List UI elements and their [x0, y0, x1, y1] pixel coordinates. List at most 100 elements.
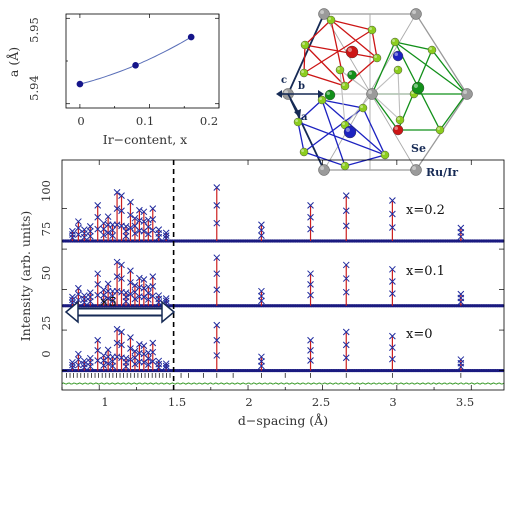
- low-d-peak-observed: [127, 279, 134, 286]
- low-d-peak-observed: [86, 223, 94, 230]
- low-d-peak-observed: [131, 360, 139, 368]
- red-center-atom: [345, 45, 359, 59]
- inset-data-point: [132, 61, 139, 69]
- ru-ir-atom: [410, 164, 422, 176]
- se-atom: [393, 65, 403, 75]
- low-d-peak-observed: [127, 198, 134, 206]
- low-d-peak-observed: [149, 273, 157, 280]
- low-d-peak-observed: [75, 356, 82, 363]
- low-d-peak-observed: [69, 293, 76, 301]
- low-d-peak-observed: [155, 226, 163, 234]
- peak-observed: [342, 261, 350, 269]
- peak-observed: [389, 224, 396, 231]
- se-atom-highlight: [382, 152, 385, 156]
- low-d-peak-observed: [122, 227, 130, 235]
- low-d-peak-observed: [162, 360, 170, 368]
- ru-ir-label: Ru/Ir: [426, 166, 458, 179]
- peak-observed: [342, 275, 350, 282]
- peak-observed: [342, 207, 350, 215]
- inset-lattice-plot: 0 0.1 0.2 5.95 5.94 a (Å) Ir−content, x: [6, 13, 220, 147]
- se-atom-highlight: [328, 17, 331, 20]
- low-d-peak-observed: [109, 232, 116, 239]
- axis-label-c: c: [281, 75, 287, 86]
- low-d-peak-observed: [100, 219, 108, 227]
- inset-y-tick-1: 5.95: [27, 17, 41, 43]
- low-d-peak-observed: [155, 360, 163, 368]
- ru-ir-atom-highlight: [412, 10, 417, 14]
- low-d-peak-observed: [109, 297, 116, 305]
- inset-x-tick-0: 0: [77, 114, 84, 128]
- main-x-label: d−spacing (Å): [238, 413, 328, 428]
- y-tick-label-100: 100: [39, 180, 53, 202]
- peak-observed: [457, 356, 465, 363]
- low-d-peak-observed: [104, 280, 112, 288]
- low-d-peak-observed: [155, 357, 163, 365]
- peak-observed: [342, 354, 350, 362]
- axis-label-a: a: [301, 112, 308, 123]
- low-d-peak-observed: [149, 339, 157, 347]
- low-d-peak-observed: [94, 357, 102, 364]
- green-atom: [347, 70, 357, 80]
- peak-observed: [307, 347, 314, 354]
- peak-observed: [213, 254, 221, 262]
- low-d-peak-observed: [75, 218, 82, 225]
- green-atom-highlight: [348, 71, 352, 76]
- ru-ir-atom: [366, 88, 378, 100]
- low-d-peak-observed: [155, 292, 163, 299]
- main-ticks: [61, 160, 504, 390]
- low-d-peak-observed: [69, 296, 76, 304]
- low-d-peak-observed: [109, 226, 116, 234]
- peak-observed: [307, 213, 314, 221]
- low-d-peak-observed: [69, 364, 76, 372]
- low-d-peak-observed: [122, 354, 130, 362]
- low-d-peak-observed: [127, 345, 134, 352]
- main-diffraction-plot: ×5 x=0.2 x=0.1 x=0 1 1.5 2 2.5 3 3.5 0 2…: [18, 159, 505, 428]
- low-d-peak-observed: [136, 206, 143, 214]
- se-atom: [340, 81, 350, 91]
- red-atom: [392, 124, 404, 136]
- se-atom-highlight: [295, 119, 298, 122]
- low-d-peak-observed: [80, 360, 88, 368]
- low-d-peak-observed: [100, 286, 108, 294]
- se-atom-highlight: [342, 83, 345, 86]
- se-atom: [335, 65, 345, 75]
- peak-observed: [258, 292, 265, 300]
- green-center-atom: [411, 81, 425, 95]
- series-label-x0.1: x=0.1: [406, 264, 445, 279]
- low-d-peak-observed: [104, 346, 112, 354]
- se-atom: [299, 68, 309, 78]
- low-d-peak-observed: [75, 350, 82, 358]
- series-label-x0: x=0: [406, 327, 433, 342]
- inset-ticks: [66, 14, 220, 108]
- ru-ir-atom: [461, 88, 473, 100]
- low-d-peak-observed: [86, 289, 94, 297]
- x-tick-label-2: 2: [245, 395, 252, 409]
- red-atom-highlight: [394, 126, 398, 130]
- low-d-peak-observed: [75, 224, 82, 232]
- main-y-label: Intensity (arb. units): [18, 211, 33, 342]
- ru-ir-atom: [318, 164, 330, 176]
- inset-data-point: [76, 80, 84, 88]
- peak-observed: [307, 270, 314, 278]
- low-d-peak-observed: [149, 226, 157, 234]
- peak-observed: [342, 341, 350, 349]
- low-d-peak-observed: [75, 361, 82, 369]
- low-d-peak-observed: [149, 216, 157, 223]
- low-d-peak-observed: [104, 213, 112, 221]
- peak-observed: [342, 222, 350, 230]
- axis-label-b: b: [298, 81, 305, 92]
- low-d-peak-observed: [113, 273, 121, 280]
- low-d-peak-observed: [94, 281, 102, 288]
- structure-atoms: [282, 8, 473, 176]
- low-d-peak-observed: [149, 292, 157, 300]
- crystal-structure: c b a Se Ru/Ir: [276, 8, 473, 179]
- se-atom: [340, 161, 350, 171]
- low-d-peak-observed: [131, 347, 139, 355]
- low-d-peak-observed: [94, 336, 102, 344]
- se-atom-highlight: [374, 55, 377, 58]
- inset-frame: [65, 13, 220, 109]
- se-atom: [299, 147, 309, 157]
- peak-observed: [389, 265, 396, 273]
- se-atom: [300, 40, 310, 50]
- x-tick-label-3.5: 3.5: [456, 395, 474, 409]
